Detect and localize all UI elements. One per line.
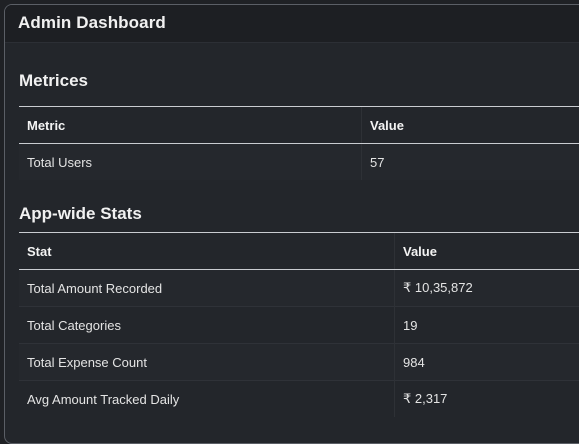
table-row: Avg Amount Tracked Daily ₹ 2,317 [19,381,579,418]
column-header-value: Value [362,107,579,144]
value-cell: 19 [395,307,579,344]
column-header-metric: Metric [19,107,362,144]
value-cell: ₹ 2,317 [395,381,579,418]
value-cell: 57 [362,144,579,181]
metric-cell: Total Users [19,144,362,181]
stat-cell: Total Expense Count [19,344,395,381]
stat-cell: Total Categories [19,307,395,344]
metrics-table: Metric Value Total Users 57 [19,106,579,180]
column-header-stat: Stat [19,233,395,270]
page-title: Admin Dashboard [18,13,166,33]
admin-dashboard-card: Admin Dashboard Metrices Metric Value To… [4,4,579,444]
table-header-row: Stat Value [19,233,579,270]
metrics-section-title: Metrices [19,71,88,91]
table-row: Total Users 57 [19,144,579,181]
table-header-row: Metric Value [19,107,579,144]
value-cell: 984 [395,344,579,381]
table-row: Total Amount Recorded ₹ 10,35,872 [19,270,579,307]
stats-table: Stat Value Total Amount Recorded ₹ 10,35… [19,232,579,417]
stat-cell: Avg Amount Tracked Daily [19,381,395,418]
table-row: Total Expense Count 984 [19,344,579,381]
stat-cell: Total Amount Recorded [19,270,395,307]
value-cell: ₹ 10,35,872 [395,270,579,307]
table-row: Total Categories 19 [19,307,579,344]
card-header: Admin Dashboard [5,5,579,43]
stats-section-title: App-wide Stats [19,204,142,224]
column-header-value: Value [395,233,579,270]
